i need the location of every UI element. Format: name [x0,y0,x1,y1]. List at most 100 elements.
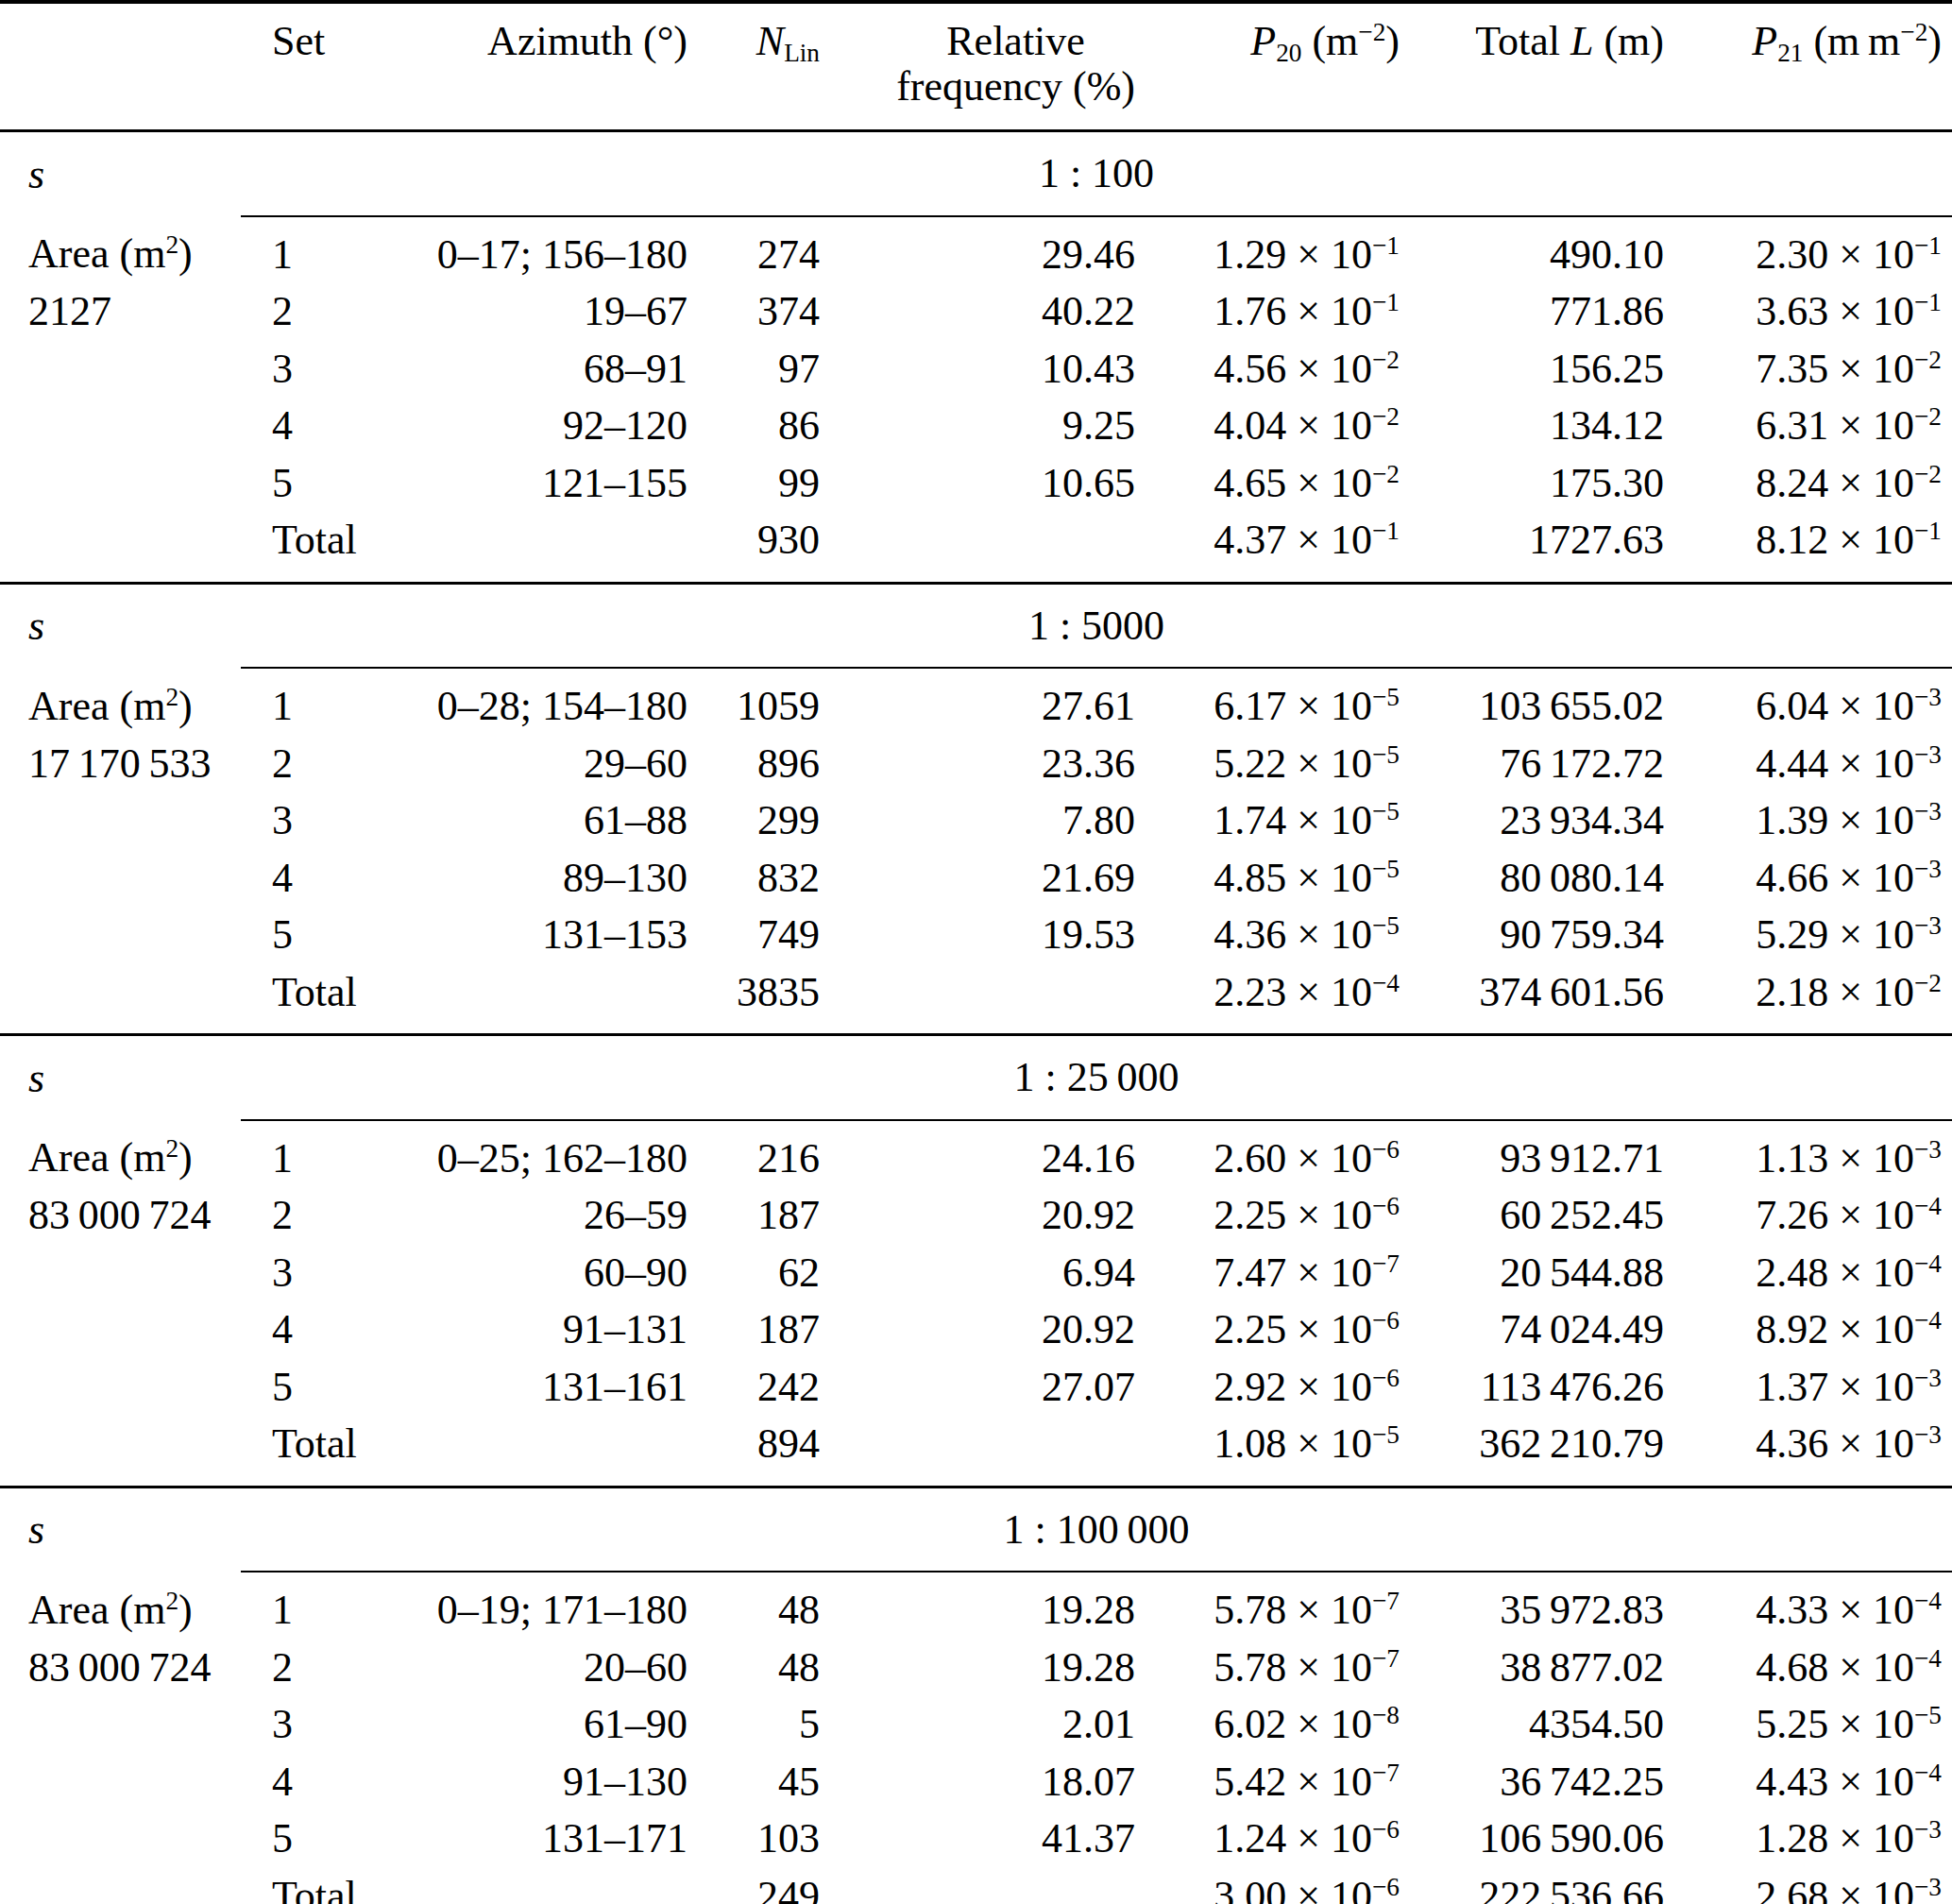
cell-relative-frequency: 20.92 [831,1301,1143,1359]
cell-relative-frequency [831,1868,1143,1904]
total-row: Total8941.08 × 10−5362 210.794.36 × 10−3 [0,1416,1952,1487]
cell-n-lin: 48 [699,1640,831,1697]
cell-set: 5 [241,455,406,513]
cell-p21: 2.30 × 10−1 [1672,216,1952,284]
table-row: 368–919710.434.56 × 10−2156.257.35 × 10−… [0,341,1952,399]
cell-p21: 1.28 × 10−3 [1672,1810,1952,1868]
cell-set: 2 [241,1640,406,1697]
table-body: s1 : 100Area (m2)10–17; 156–18027429.461… [0,131,1952,1904]
cell-azimuth: 68–91 [406,341,699,399]
table-header: Set Azimuth (°) NLin Relative frequency … [0,2,1952,131]
cell-total-l: 490.10 [1412,216,1672,284]
cell-azimuth: 29–60 [406,736,699,793]
cell-azimuth: 26–59 [406,1187,699,1245]
table-row: 5121–1559910.654.65 × 10−2175.308.24 × 1… [0,455,1952,513]
cell-relative-frequency: 2.01 [831,1696,1143,1754]
cell-set: 5 [241,1359,406,1417]
cell-p20: 5.22 × 10−5 [1143,736,1412,793]
table-row: Area (m2)10–28; 154–180105927.616.17 × 1… [0,668,1952,736]
cell-relative-frequency: 24.16 [831,1120,1143,1188]
row-label-empty [0,1696,241,1754]
cell-n-lin: 749 [699,907,831,964]
row-label-empty [0,455,241,513]
cell-total-l: 113 476.26 [1412,1359,1672,1417]
row-label-empty [0,1868,241,1904]
cell-p21: 2.18 × 10−2 [1672,964,1952,1035]
area-label: Area (m2) [0,668,241,736]
row-label-empty [0,792,241,850]
area-label: Area (m2) [0,216,241,284]
area-label: Area (m2) [0,1572,241,1640]
cell-total-label: Total [241,512,406,583]
cell-azimuth: 121–155 [406,455,699,513]
row-label-empty [0,1301,241,1359]
cell-p20: 4.85 × 10−5 [1143,850,1412,908]
cell-p20: 1.29 × 10−1 [1143,216,1412,284]
cell-n-lin: 97 [699,341,831,399]
cell-p20: 5.78 × 10−7 [1143,1572,1412,1640]
cell-p21: 2.68 × 10−3 [1672,1868,1952,1904]
cell-p21: 1.37 × 10−3 [1672,1359,1952,1417]
cell-n-lin: 896 [699,736,831,793]
table-row: 5131–17110341.371.24 × 10−6106 590.061.2… [0,1810,1952,1868]
cell-azimuth [406,1868,699,1904]
cell-p21: 7.26 × 10−4 [1672,1187,1952,1245]
cell-relative-frequency: 10.43 [831,341,1143,399]
table-row: 17 170 533229–6089623.365.22 × 10−576 17… [0,736,1952,793]
cell-p21: 6.04 × 10−3 [1672,668,1952,736]
table-row: Area (m2)10–17; 156–18027429.461.29 × 10… [0,216,1952,284]
cell-p20: 6.02 × 10−8 [1143,1696,1412,1754]
cell-total-l: 222 536.66 [1412,1868,1672,1904]
header-n-lin: NLin [699,2,831,131]
cell-n-lin: 930 [699,512,831,583]
row-label-empty [0,907,241,964]
area-value: 17 170 533 [0,736,241,793]
scale-row: s1 : 100 [0,131,1952,216]
scale-value: 1 : 5000 [241,583,1952,668]
cell-p21: 4.68 × 10−4 [1672,1640,1952,1697]
cell-relative-frequency: 21.69 [831,850,1143,908]
row-label-empty [0,1754,241,1811]
paper-table-page: Set Azimuth (°) NLin Relative frequency … [0,0,1952,1904]
header-relative-frequency-line2: frequency (%) [896,64,1135,110]
cell-total-l: 1727.63 [1412,512,1672,583]
cell-n-lin: 832 [699,850,831,908]
table-row: Area (m2)10–25; 162–18021624.162.60 × 10… [0,1120,1952,1188]
row-label-empty [0,512,241,583]
cell-n-lin: 62 [699,1245,831,1302]
cell-azimuth: 61–88 [406,792,699,850]
s-label: s [0,1487,241,1572]
cell-p21: 1.13 × 10−3 [1672,1120,1952,1188]
cell-n-lin: 374 [699,283,831,341]
cell-n-lin: 99 [699,455,831,513]
row-label-empty [0,1245,241,1302]
cell-p21: 8.92 × 10−4 [1672,1301,1952,1359]
cell-total-l: 103 655.02 [1412,668,1672,736]
scale-value: 1 : 100 000 [241,1487,1952,1572]
area-label: Area (m2) [0,1120,241,1188]
cell-azimuth: 0–17; 156–180 [406,216,699,284]
cell-n-lin: 894 [699,1416,831,1487]
cell-relative-frequency: 23.36 [831,736,1143,793]
cell-set: 4 [241,398,406,455]
cell-azimuth: 89–130 [406,850,699,908]
cell-relative-frequency: 27.61 [831,668,1143,736]
cell-total-l: 156.25 [1412,341,1672,399]
cell-p20: 3.00 × 10−6 [1143,1868,1412,1904]
cell-p20: 4.56 × 10−2 [1143,341,1412,399]
cell-total-l: 23 934.34 [1412,792,1672,850]
cell-p21: 4.44 × 10−3 [1672,736,1952,793]
fracture-lineament-statistics-table: Set Azimuth (°) NLin Relative frequency … [0,0,1952,1904]
cell-azimuth: 20–60 [406,1640,699,1697]
cell-p21: 5.25 × 10−5 [1672,1696,1952,1754]
cell-p21: 8.24 × 10−2 [1672,455,1952,513]
cell-p21: 4.43 × 10−4 [1672,1754,1952,1811]
cell-relative-frequency: 6.94 [831,1245,1143,1302]
cell-azimuth: 19–67 [406,283,699,341]
cell-set: 4 [241,850,406,908]
cell-total-l: 76 172.72 [1412,736,1672,793]
cell-p20: 2.23 × 10−4 [1143,964,1412,1035]
cell-relative-frequency: 9.25 [831,398,1143,455]
scale-row: s1 : 25 000 [0,1035,1952,1120]
cell-n-lin: 45 [699,1754,831,1811]
